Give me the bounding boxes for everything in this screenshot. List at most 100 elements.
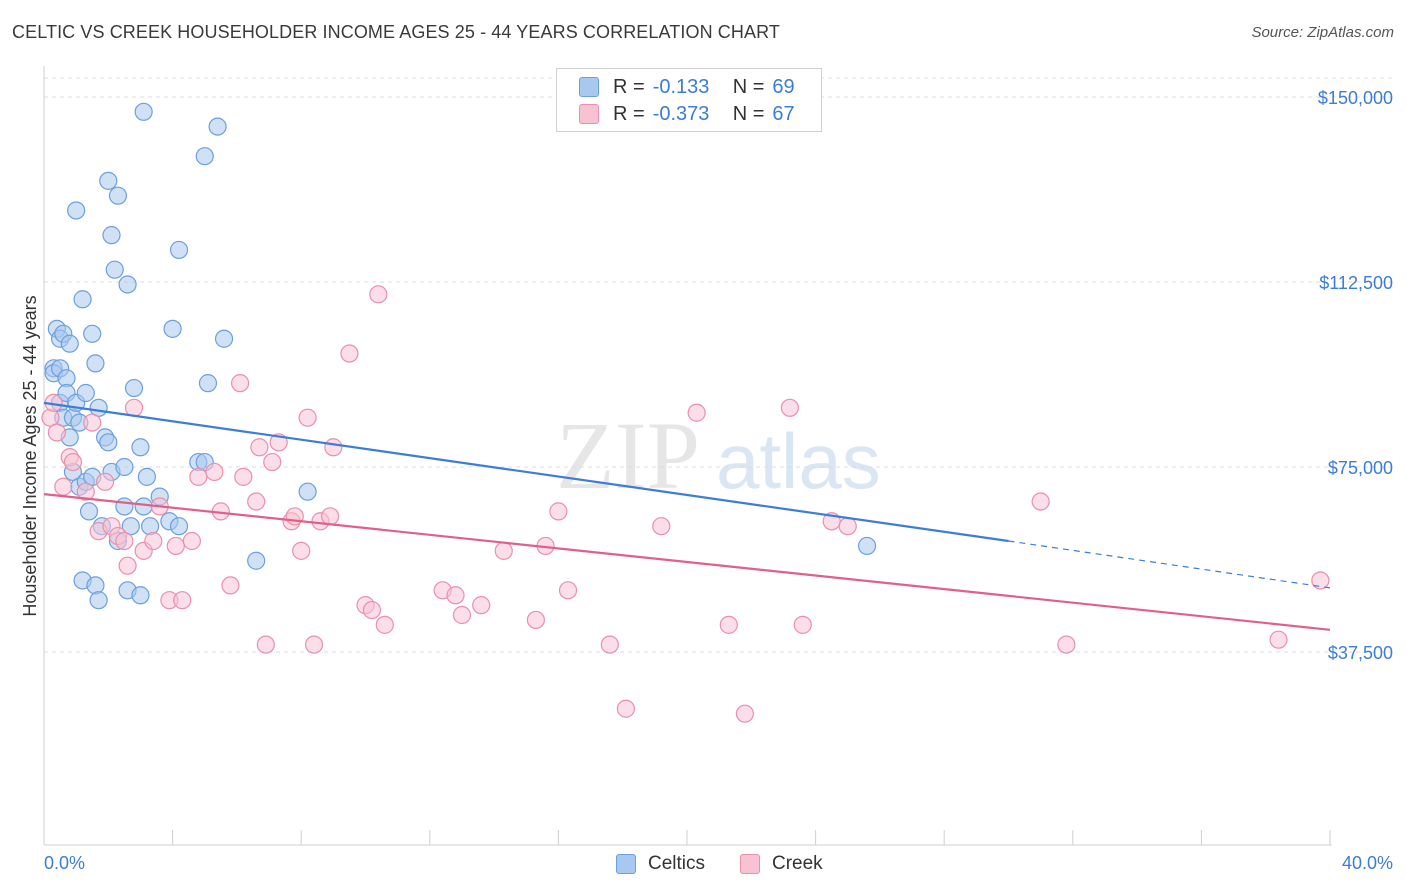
- point-creek-39: [321, 507, 340, 526]
- point-creek-31: [263, 452, 282, 472]
- point-creek-56: [616, 699, 636, 718]
- point-celtics-47: [134, 102, 153, 121]
- point-creek-45: [375, 615, 394, 634]
- point-creek-35: [292, 541, 311, 560]
- point-celtics-46: [134, 497, 153, 516]
- point-creek-36: [298, 408, 317, 427]
- trend-line-celtics: [43, 401, 1009, 543]
- celtics-legend-label: Celtics: [648, 853, 706, 874]
- y-tick-label: $75,000: [1328, 458, 1393, 478]
- watermark-atlas: atlas: [716, 417, 881, 505]
- point-celtics-32: [99, 433, 118, 452]
- point-creek-47: [446, 586, 465, 605]
- y-axis-label: Householder Income Ages 25 - 44 years: [20, 295, 40, 616]
- point-celtics-28: [89, 591, 108, 610]
- point-celtics-35: [105, 260, 124, 279]
- point-celtics-45: [131, 586, 150, 605]
- point-celtics-48: [137, 467, 156, 486]
- trend-line-creek: [43, 493, 1331, 631]
- point-creek-13: [118, 556, 137, 575]
- point-celtics-10: [60, 334, 79, 353]
- point-celtics-36: [108, 186, 128, 205]
- r-value: -0.373: [652, 102, 710, 125]
- point-creek-50: [494, 541, 513, 560]
- n-label: N =: [732, 75, 765, 98]
- celtics-legend-swatch: [616, 854, 636, 874]
- point-celtics-43: [124, 378, 144, 398]
- point-celtics-14: [67, 201, 86, 220]
- point-creek-48: [452, 605, 472, 625]
- point-celtics-60: [214, 329, 234, 348]
- point-creek-67: [1269, 630, 1288, 649]
- watermark-zip: ZIP: [556, 402, 700, 509]
- point-celtics-54: [169, 517, 189, 536]
- y-tick-label: $112,500: [1319, 273, 1393, 293]
- point-creek-64: [838, 517, 857, 536]
- point-creek-23: [205, 462, 224, 482]
- n-value: 69: [772, 75, 795, 98]
- point-celtics-38: [115, 457, 134, 477]
- point-celtics-53: [169, 240, 189, 260]
- point-creek-62: [793, 615, 812, 634]
- point-creek-6: [76, 482, 95, 501]
- x-tick-label-min: 0.0%: [44, 853, 85, 873]
- point-celtics-26: [86, 576, 105, 595]
- point-celtics-33: [102, 226, 121, 245]
- point-creek-20: [173, 591, 192, 610]
- point-creek-53: [549, 502, 568, 521]
- legend-item-creek: Creek: [740, 852, 823, 876]
- point-creek-59: [719, 615, 738, 634]
- x-tick-labels: 0.0% 40.0%: [44, 853, 1393, 873]
- point-creek-14: [124, 398, 144, 417]
- axes: [43, 66, 1332, 846]
- stats-legend-row-celtics: R = -0.133 N = 69: [579, 74, 795, 100]
- y-tick-label: $150,000: [1318, 88, 1393, 108]
- legend-item-celtics: Celtics: [616, 852, 705, 876]
- point-creek-5: [63, 452, 83, 472]
- n-value: 67: [772, 102, 795, 125]
- point-creek-22: [189, 467, 208, 486]
- y-tick-labels: $150,000 $112,500 $75,000 $37,500: [1318, 88, 1393, 663]
- point-creek-58: [687, 403, 706, 422]
- trend-line-celtics-extension: [1008, 540, 1331, 589]
- r-value: -0.133: [652, 75, 710, 98]
- point-celtics-31: [99, 171, 118, 190]
- r-label: R =: [613, 102, 645, 125]
- point-celtics-18: [73, 290, 92, 309]
- series-celtics-points: [44, 102, 877, 610]
- point-creek-44: [369, 285, 388, 304]
- point-creek-19: [166, 536, 185, 556]
- point-celtics-23: [83, 324, 102, 343]
- point-celtics-25: [86, 354, 105, 373]
- point-creek-51: [526, 610, 545, 630]
- stats-legend-row-creek: R = -0.373 N = 67: [579, 101, 795, 127]
- point-celtics-62: [298, 482, 317, 501]
- chart-title: CELTIC VS CREEK HOUSEHOLDER INCOME AGES …: [12, 22, 780, 42]
- point-creek-26: [231, 374, 250, 393]
- point-celtics-63: [857, 536, 877, 556]
- series-creek-points: [41, 285, 1330, 723]
- point-creek-29: [250, 438, 269, 457]
- point-celtics-49: [140, 517, 160, 536]
- point-creek-68: [1311, 571, 1330, 590]
- point-creek-66: [1057, 635, 1076, 654]
- creek-legend-swatch: [740, 854, 760, 874]
- point-creek-27: [234, 467, 253, 486]
- point-creek-61: [780, 398, 799, 417]
- point-creek-43: [362, 600, 382, 620]
- point-creek-25: [221, 576, 240, 595]
- point-creek-55: [600, 635, 619, 654]
- x-tick-label-max: 40.0%: [1342, 853, 1393, 873]
- point-celtics-39: [115, 497, 134, 516]
- point-creek-30: [256, 635, 275, 654]
- point-celtics-40: [118, 275, 137, 294]
- point-celtics-52: [163, 319, 182, 338]
- point-creek-3: [54, 477, 73, 496]
- point-celtics-59: [208, 117, 227, 136]
- point-creek-40: [324, 438, 343, 457]
- point-celtics-58: [198, 374, 218, 393]
- point-celtics-22: [79, 502, 99, 521]
- point-creek-9: [95, 472, 115, 491]
- r-label: R =: [613, 75, 645, 98]
